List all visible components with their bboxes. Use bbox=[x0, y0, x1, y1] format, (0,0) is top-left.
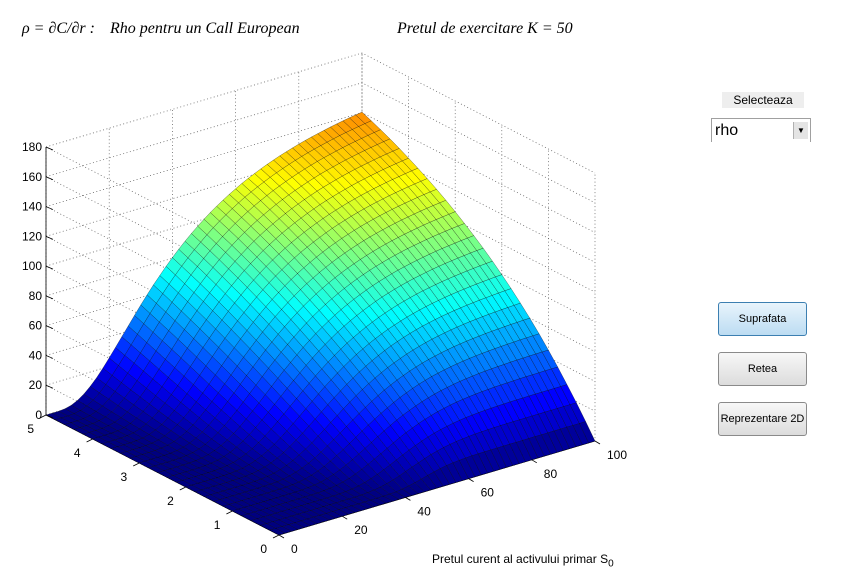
y-tick-label: 3 bbox=[121, 470, 128, 484]
strike-label: Pretul de exercitare K = 50 bbox=[397, 20, 573, 37]
y-tick-label: 5 bbox=[27, 422, 34, 436]
z-tick-label: 80 bbox=[29, 289, 43, 303]
z-tick-label: 20 bbox=[29, 378, 43, 392]
x-tick-label: 0 bbox=[291, 542, 298, 556]
x-tick bbox=[468, 478, 474, 482]
surface-patch bbox=[579, 421, 596, 444]
z-tick bbox=[45, 206, 54, 210]
greek-select[interactable]: rho ▼ bbox=[711, 118, 811, 142]
chart-title: Rho pentru un Call European bbox=[110, 20, 300, 37]
z-tick bbox=[45, 384, 54, 389]
z-tick bbox=[45, 265, 54, 270]
x-tick-label: 20 bbox=[354, 523, 368, 537]
select-value: rho bbox=[715, 122, 739, 139]
y-tick bbox=[226, 510, 233, 515]
z-tick-label: 60 bbox=[29, 319, 43, 333]
z-tick bbox=[45, 355, 54, 359]
y-tick bbox=[133, 462, 140, 467]
z-tick bbox=[45, 414, 54, 419]
z-tick-label: 120 bbox=[22, 229, 42, 243]
z-tick-label: 100 bbox=[22, 259, 42, 273]
surface-button[interactable]: Suprafata bbox=[718, 302, 807, 336]
y-tick-label: 2 bbox=[167, 494, 174, 508]
z-tick bbox=[45, 146, 54, 151]
z-tick bbox=[45, 235, 54, 240]
y-tick-label: 0 bbox=[260, 542, 267, 556]
z-tick-label: 160 bbox=[22, 170, 42, 184]
x-tick bbox=[594, 440, 601, 445]
y-tick bbox=[39, 414, 47, 419]
x-tick-label: 80 bbox=[544, 467, 558, 481]
y-tick bbox=[179, 486, 186, 491]
z-tick bbox=[45, 176, 54, 181]
z-tick-label: 180 bbox=[22, 140, 42, 154]
x-tick-label: 60 bbox=[481, 486, 495, 500]
x-tick bbox=[341, 515, 348, 520]
plot-2d-button[interactable]: Reprezentare 2D bbox=[718, 402, 807, 436]
z-tick-label: 140 bbox=[22, 200, 42, 214]
x-tick bbox=[531, 459, 538, 464]
mesh-button[interactable]: Retea bbox=[718, 352, 807, 386]
chevron-down-icon[interactable]: ▼ bbox=[793, 122, 808, 139]
x-tick bbox=[278, 534, 285, 539]
y-tick-label: 4 bbox=[74, 446, 81, 460]
y-tick-label: 1 bbox=[214, 518, 221, 532]
z-tick-label: 40 bbox=[29, 348, 43, 362]
x-tick bbox=[405, 497, 411, 501]
z-tick bbox=[45, 325, 54, 330]
x-tick-label: 100 bbox=[607, 448, 627, 462]
z-tick-label: 0 bbox=[35, 408, 42, 422]
z-tick bbox=[45, 295, 54, 300]
rho-formula: ρ = ∂C/∂r : bbox=[22, 20, 95, 37]
y-tick bbox=[86, 438, 93, 443]
x-axis-label: Pretul curent al activului primar S0 bbox=[432, 552, 614, 570]
select-label: Selecteaza bbox=[722, 92, 804, 108]
x-tick-label: 40 bbox=[417, 504, 431, 518]
z-gridline bbox=[45, 52, 596, 174]
y-tick bbox=[272, 534, 280, 539]
